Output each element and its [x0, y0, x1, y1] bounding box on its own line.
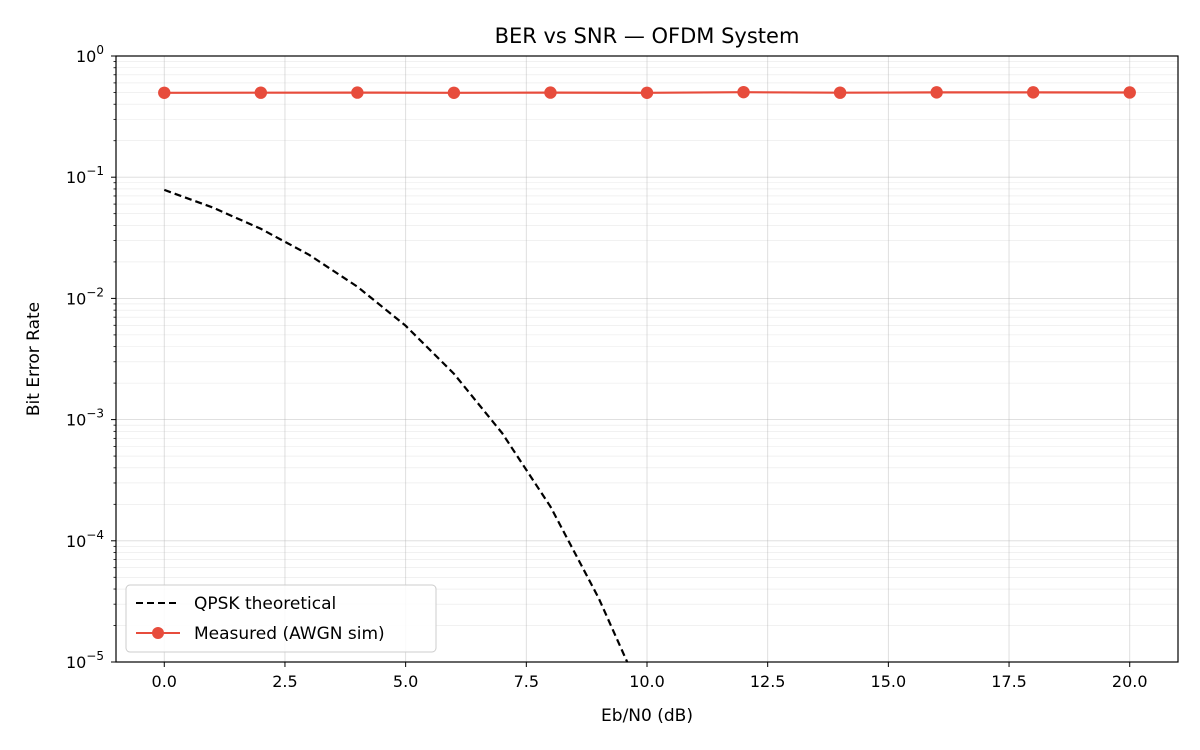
data-point [447, 86, 461, 100]
x-tick-label: 20.0 [1112, 672, 1148, 691]
legend-label-qpsk-theoretical: QPSK theoretical [194, 594, 336, 614]
x-tick-label: 17.5 [991, 672, 1027, 691]
series-line-0 [163, 188, 629, 662]
legend-label-measured: Measured (AWGN sim) [194, 624, 385, 644]
chart-title: BER vs SNR — OFDM System [495, 24, 800, 48]
data-point [640, 86, 654, 100]
minor-gridlines [116, 61, 1178, 626]
x-tick-label: 7.5 [514, 672, 539, 691]
y-tick-label: 10−5 [66, 649, 104, 672]
plot-area [111, 55, 1179, 667]
data-point [254, 86, 268, 99]
y-tick-label: 10−3 [66, 407, 104, 430]
y-tick-label: 10−4 [66, 528, 104, 551]
y-tick-label: 10−2 [66, 285, 104, 308]
series-layer [158, 85, 1136, 662]
x-tick-label: 5.0 [393, 672, 418, 691]
y-tick-labels: 100 10−1 10−2 10−3 10−4 10−5 [66, 43, 104, 672]
data-point [1026, 86, 1040, 99]
y-axis-label: Bit Error Rate [24, 302, 44, 416]
data-point [1123, 86, 1136, 99]
y-tick-label: 100 [76, 43, 104, 66]
data-point [544, 86, 557, 99]
plot-background [116, 56, 1178, 662]
y-tick-label: 10−1 [66, 164, 104, 187]
data-point [833, 86, 847, 99]
data-point [737, 85, 750, 99]
x-tick-label: 0.0 [152, 672, 177, 691]
axis-ticks [111, 55, 1131, 667]
x-tick-labels: 0.0 2.5 5.0 7.5 10.0 12.5 15.0 17.5 20.0 [152, 672, 1148, 691]
legend-box [125, 584, 437, 653]
x-tick-label: 2.5 [272, 672, 297, 691]
legend-marker-measured [152, 627, 164, 639]
data-point [930, 86, 943, 99]
x-axis-label: Eb/N0 (dB) [601, 706, 693, 726]
x-tick-label: 10.0 [629, 672, 665, 691]
x-tick-label: 15.0 [871, 672, 907, 691]
data-point [351, 86, 364, 99]
legend: QPSK theoretical Measured (AWGN sim) [125, 584, 437, 653]
data-point [158, 86, 171, 100]
x-tick-label: 12.5 [750, 672, 786, 691]
